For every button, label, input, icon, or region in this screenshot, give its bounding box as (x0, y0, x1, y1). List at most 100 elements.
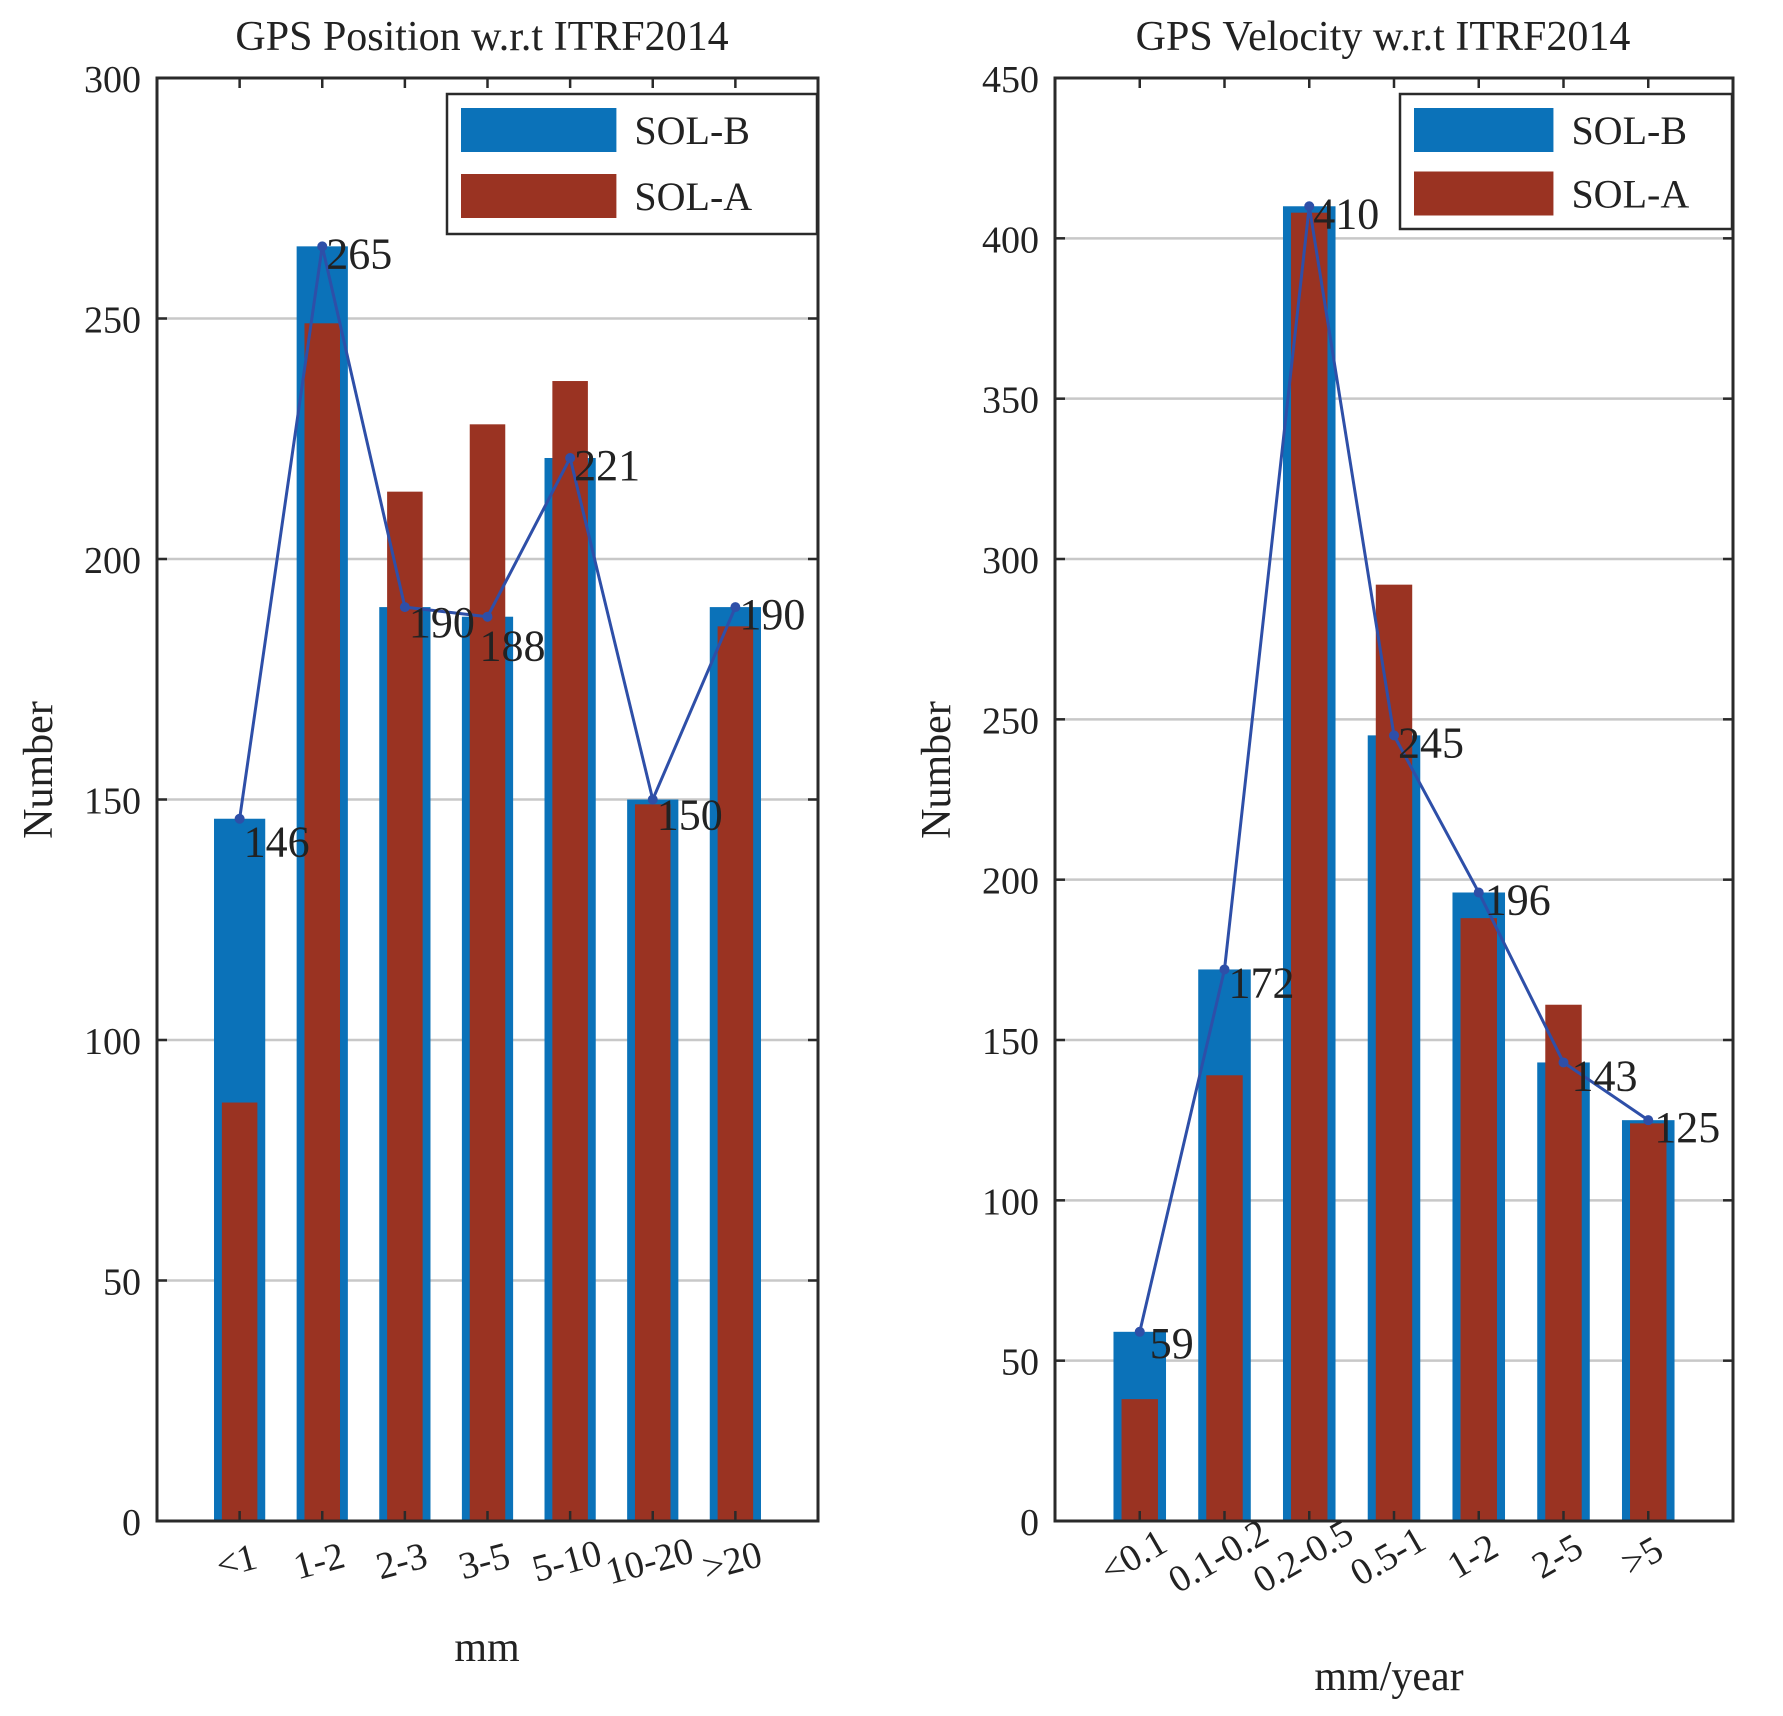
bar-sol-a (469, 424, 506, 1521)
y-axis-label: Number (914, 701, 960, 839)
x-tick-label: 0.5-1 (1343, 1519, 1433, 1595)
bars (214, 246, 761, 1522)
y-tick-label: 250 (84, 300, 141, 342)
series-line (1134, 201, 1654, 1337)
legend-swatch-sol-b (461, 108, 617, 152)
data-label: 196 (1485, 875, 1551, 924)
legend-label: SOL-A (634, 174, 752, 219)
bar-sol-a (1121, 1399, 1158, 1521)
x-tick-label: 10-20 (601, 1530, 698, 1594)
series-line (234, 241, 741, 824)
y-tick-label: 150 (84, 781, 141, 823)
y-tick-label: 50 (103, 1262, 141, 1304)
y-axis-label: Number (16, 701, 62, 839)
y-tick-label: 0 (1020, 1502, 1039, 1544)
data-labels: 59 172 410 245 196 143 125 (1150, 189, 1721, 1368)
legend: SOL-B SOL-A (1398, 92, 1734, 231)
x-axis-label: mm (454, 1625, 520, 1671)
bar-sol-a (634, 804, 671, 1521)
y-tick-label: 450 (982, 59, 1039, 101)
axes (155, 76, 820, 1523)
data-label: 59 (1150, 1319, 1194, 1368)
data-label: 172 (1229, 958, 1295, 1007)
y-tick-label: 150 (982, 1021, 1039, 1063)
y-tick-label: 200 (982, 861, 1039, 903)
legend-label: SOL-B (1571, 108, 1687, 153)
legend-label: SOL-A (1571, 172, 1689, 217)
y-tick-label: 300 (982, 540, 1039, 582)
bar-sol-a (552, 381, 588, 1521)
bar-sol-a (1375, 584, 1413, 1521)
bar-sol-a (717, 626, 754, 1521)
x-tick-label: 2-3 (372, 1535, 432, 1589)
legend-swatch-sol-a (461, 174, 617, 218)
data-label: 150 (657, 791, 723, 840)
x-tick-label: 1-2 (289, 1535, 349, 1589)
data-label: 265 (326, 229, 392, 278)
x-tick-label: <1 (212, 1536, 262, 1587)
line-marker (1389, 730, 1399, 741)
bar-sol-a (387, 491, 423, 1521)
x-tick-label: 0.2-0.5 (1246, 1512, 1360, 1602)
data-label: 410 (1313, 189, 1379, 238)
axes-box (1053, 76, 1735, 1523)
axes-box (155, 76, 820, 1523)
y-tick-labels: 0 50 100 150 200 250 300 (84, 59, 141, 1544)
line-marker (1473, 887, 1484, 898)
x-tick-label: <0.1 (1093, 1521, 1174, 1592)
data-label: 221 (574, 441, 640, 490)
y-tick-label: 350 (982, 380, 1039, 422)
legend: SOL-B SOL-A (445, 92, 819, 236)
axes (1053, 76, 1735, 1523)
line-marker (1219, 964, 1230, 975)
chart-velocity: GPS Velocity w.r.t ITRF2014 Number mm/ye… (914, 14, 1735, 1700)
chart-title: GPS Position w.r.t ITRF2014 (235, 14, 728, 60)
y-tick-labels: 0 50 100 150 200 250 300 350 400 450 (982, 59, 1039, 1544)
bars (1113, 206, 1675, 1522)
data-label: 245 (1398, 718, 1464, 767)
x-tick-label: >20 (698, 1533, 766, 1589)
bar-sol-a (1630, 1123, 1667, 1521)
x-tick-label: 1-2 (1440, 1526, 1505, 1588)
bar-sol-a (1291, 212, 1328, 1522)
y-tick-label: 50 (1001, 1342, 1039, 1384)
x-tick-label: >5 (1614, 1528, 1670, 1585)
x-tick-labels: <0.10.1-0.20.2-0.50.5-1 1-2 2-5 >5 (1093, 1512, 1670, 1602)
bar-sol-a (304, 323, 341, 1521)
bar-sol-a (1206, 1075, 1243, 1521)
line-marker (565, 452, 576, 463)
y-tick-label: 400 (982, 219, 1039, 261)
y-tick-label: 0 (122, 1502, 141, 1544)
data-label: 125 (1654, 1103, 1720, 1152)
line-marker (482, 611, 493, 622)
chart-title: GPS Velocity w.r.t ITRF2014 (1136, 14, 1631, 60)
bar-sol-a (221, 1102, 258, 1521)
data-label: 143 (1572, 1051, 1638, 1100)
y-tick-label: 300 (84, 59, 141, 101)
data-label: 190 (739, 590, 805, 639)
line-marker (1304, 201, 1315, 212)
bar-sol-a (1460, 918, 1497, 1521)
x-axis-label: mm/year (1314, 1654, 1463, 1700)
y-tick-label: 100 (84, 1021, 141, 1063)
x-tick-label: 2-5 (1525, 1526, 1590, 1588)
y-tick-label: 200 (84, 540, 141, 582)
x-tick-label: 3-5 (454, 1535, 514, 1589)
legend-label: SOL-B (634, 108, 750, 153)
line-marker (1558, 1057, 1569, 1068)
legend-swatch-sol-b (1414, 108, 1554, 152)
data-label: 190 (409, 598, 475, 647)
y-tick-label: 100 (982, 1181, 1039, 1223)
line-marker (399, 602, 410, 613)
chart-position: GPS Position w.r.t ITRF2014 Number mm 14… (16, 14, 820, 1671)
line-marker (1134, 1326, 1145, 1337)
line-marker (234, 813, 245, 824)
bar-sol-a (1545, 1004, 1582, 1521)
line-marker (1643, 1115, 1654, 1126)
line-marker (647, 794, 658, 805)
line-marker (317, 241, 328, 252)
